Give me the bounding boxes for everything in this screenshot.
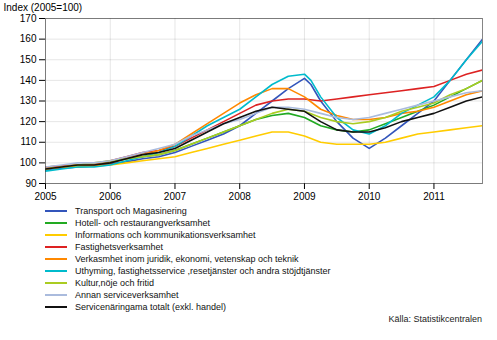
html-text:Verkasmhet inom juridik, ekono: Verkasmhet inom juridik, ekonomi, vetens…	[75, 254, 299, 264]
html-text:Fastighetsverksamhet: Fastighetsverksamhet	[75, 242, 163, 252]
svg-text:110: 110	[21, 136, 37, 147]
svg-text:2007: 2007	[164, 191, 187, 202]
svg-text:100: 100	[20, 157, 37, 168]
svg-text:160: 160	[20, 33, 37, 44]
svg-text:120: 120	[20, 116, 37, 127]
svg-text:2006: 2006	[99, 191, 122, 202]
html-text:Annan serviceverksamhet: Annan serviceverksamhet	[75, 290, 179, 300]
html-text:Servicenäringama totalt (exkl.: Servicenäringama totalt (exkl. handel)	[75, 302, 227, 312]
svg-text:2005: 2005	[34, 191, 57, 202]
svg-text:Index (2005=100): Index (2005=100)	[4, 2, 83, 13]
svg-text:170: 170	[20, 13, 37, 24]
svg-text:140: 140	[20, 75, 37, 86]
svg-text:130: 130	[20, 95, 37, 106]
svg-text:2010: 2010	[358, 191, 381, 202]
html-text:Transport och Magasinering: Transport och Magasinering	[75, 206, 187, 216]
svg-text:2008: 2008	[229, 191, 252, 202]
html-text:Hotell- och restaurangverksamh: Hotell- och restaurangverksamhet	[75, 218, 211, 228]
html-text:Källa: Statistikcentralen: Källa: Statistikcentralen	[388, 314, 482, 324]
html-text:Kultur,nöje och fritid: Kultur,nöje och fritid	[75, 278, 154, 288]
svg-text:2009: 2009	[293, 191, 316, 202]
html-text:Informations och kommunikation: Informations och kommunikationsverksamhe…	[75, 230, 256, 240]
svg-text:90: 90	[25, 178, 37, 189]
html-text:Uthyming, fastighetsservice ,r: Uthyming, fastighetsservice ,resetjänste…	[75, 266, 331, 276]
svg-text:150: 150	[20, 54, 37, 65]
svg-text:2011: 2011	[423, 191, 445, 202]
